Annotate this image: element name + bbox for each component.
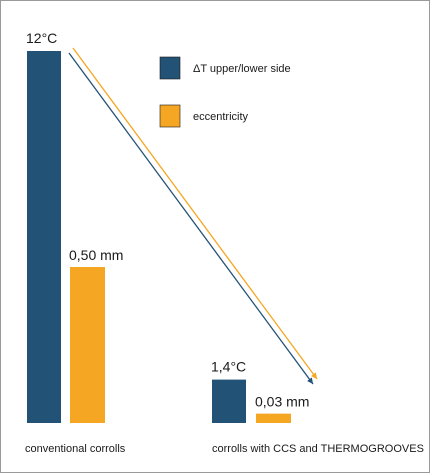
legend: ΔT upper/lower side eccentricity bbox=[159, 56, 291, 128]
bar-eccentricity-ccs-thermogrooves bbox=[256, 413, 291, 423]
bar-dt-ccs-thermogrooves bbox=[212, 379, 246, 423]
category-label-conventional: conventional corrolls bbox=[25, 443, 126, 455]
legend-swatch-eccentricity bbox=[159, 104, 181, 128]
data-label-eccentricity-ccs: 0,03 mm bbox=[255, 394, 309, 410]
bar-dt-conventional bbox=[27, 51, 61, 423]
category-label-ccs-thermogrooves: corrolls with CCS and THERMOGROOVES bbox=[212, 443, 424, 455]
trend-arrow-eccentricity bbox=[72, 47, 318, 380]
data-label-eccentricity-conventional: 0,50 mm bbox=[69, 247, 123, 263]
legend-label-dt: ΔT upper/lower side bbox=[193, 63, 291, 75]
trend-arrow-temperature bbox=[68, 52, 314, 385]
legend-label-eccentricity: eccentricity bbox=[193, 111, 249, 123]
bar-eccentricity-conventional bbox=[70, 267, 105, 423]
data-label-dt-ccs: 1,4°C bbox=[211, 359, 246, 375]
data-label-dt-conventional: 12°C bbox=[26, 30, 57, 46]
legend-swatch-dt bbox=[159, 56, 181, 80]
